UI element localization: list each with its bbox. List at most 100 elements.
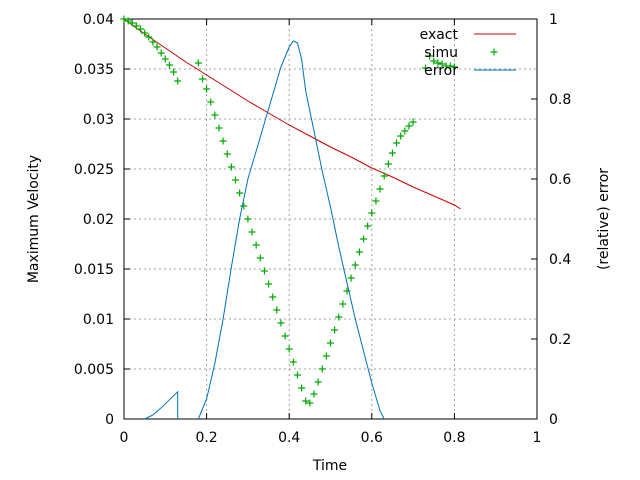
y-tick-label: 0.02 bbox=[83, 212, 114, 228]
data-point-simu bbox=[265, 280, 273, 288]
series-simu bbox=[120, 15, 458, 407]
line-error bbox=[197, 40, 385, 420]
data-point-simu bbox=[194, 59, 202, 67]
data-point-simu bbox=[421, 64, 429, 72]
data-point-simu bbox=[364, 222, 372, 230]
y-tick-label: 0.005 bbox=[74, 362, 114, 378]
data-point-simu bbox=[157, 49, 165, 57]
data-point-simu bbox=[327, 339, 334, 347]
data-point-simu bbox=[310, 390, 318, 398]
data-point-simu bbox=[161, 55, 169, 63]
data-point-simu bbox=[347, 274, 355, 282]
y-tick-label: 0 bbox=[105, 412, 114, 428]
y2-tick-label: 0.2 bbox=[549, 332, 571, 348]
x-tick-label: 1 bbox=[533, 430, 542, 446]
data-point-simu bbox=[153, 43, 161, 51]
data-point-simu bbox=[360, 235, 368, 243]
data-point-simu bbox=[281, 332, 289, 340]
x-tick-label: 0 bbox=[120, 430, 129, 446]
ticks: 0 0.2 0.4 0.6 0.8 100.0050.010.0150.020.0250.… bbox=[74, 12, 571, 446]
data-point-simu bbox=[137, 25, 145, 33]
data-point-simu bbox=[236, 189, 244, 197]
y-tick-label: 0.01 bbox=[83, 312, 114, 328]
y-tick-label: 0.04 bbox=[83, 12, 114, 28]
data-point-simu bbox=[285, 345, 293, 353]
x-tick-label: 0.8 bbox=[443, 430, 465, 446]
y-tick-label: 0.035 bbox=[74, 62, 114, 78]
series bbox=[120, 15, 461, 420]
y2-tick-label: 0.8 bbox=[549, 92, 571, 108]
data-point-simu bbox=[434, 59, 442, 67]
data-point-simu bbox=[223, 150, 231, 158]
data-point-simu bbox=[302, 397, 310, 405]
data-point-simu bbox=[232, 176, 240, 184]
data-point-simu bbox=[409, 118, 417, 126]
data-point-simu bbox=[240, 202, 248, 210]
data-point-simu bbox=[215, 124, 223, 132]
data-point-simu bbox=[388, 149, 396, 157]
y2-tick-label: 1 bbox=[549, 12, 558, 28]
data-point-simu bbox=[331, 326, 339, 334]
data-point-simu bbox=[260, 267, 268, 275]
data-point-simu bbox=[269, 293, 277, 301]
x-tick-label: 0.2 bbox=[195, 430, 217, 446]
data-point-simu bbox=[318, 365, 326, 373]
data-point-simu bbox=[289, 358, 297, 366]
grid bbox=[124, 19, 537, 419]
data-point-simu bbox=[306, 399, 314, 407]
data-point-simu bbox=[380, 172, 388, 180]
data-point-simu bbox=[339, 300, 347, 308]
data-point-simu bbox=[124, 17, 132, 25]
data-point-simu bbox=[219, 137, 227, 145]
data-point-simu bbox=[141, 29, 149, 37]
y-axis-title: Maximum Velocity bbox=[26, 155, 42, 283]
data-point-simu bbox=[446, 62, 454, 70]
line-error bbox=[144, 390, 179, 420]
data-point-simu bbox=[207, 98, 215, 106]
y-tick-label: 0.015 bbox=[74, 262, 114, 278]
data-point-simu bbox=[174, 77, 182, 85]
series-error bbox=[144, 40, 385, 420]
data-point-simu bbox=[401, 127, 409, 135]
data-point-simu bbox=[165, 61, 173, 69]
data-point-simu bbox=[248, 228, 256, 236]
data-point-simu bbox=[426, 52, 434, 60]
data-point-simu bbox=[351, 261, 359, 269]
data-point-simu bbox=[227, 163, 235, 171]
line-exact bbox=[123, 18, 461, 210]
legend-label-exact: exact bbox=[420, 27, 459, 43]
data-point-simu bbox=[132, 22, 140, 30]
y2-tick-label: 0.6 bbox=[549, 172, 571, 188]
data-point-simu bbox=[203, 85, 211, 93]
data-point-simu bbox=[372, 197, 380, 205]
data-point-simu bbox=[298, 384, 306, 392]
data-point-simu bbox=[120, 15, 128, 23]
data-point-simu bbox=[322, 352, 330, 360]
y2-axis-title: (relative) error bbox=[596, 168, 612, 270]
data-point-simu bbox=[277, 319, 285, 327]
data-point-simu bbox=[376, 185, 384, 193]
legend-label-simu: simu bbox=[424, 45, 458, 61]
data-point-simu bbox=[244, 215, 252, 223]
y-tick-label: 0.025 bbox=[74, 162, 114, 178]
data-point-simu bbox=[355, 248, 363, 256]
series-exact bbox=[123, 18, 461, 210]
data-point-simu bbox=[252, 241, 260, 249]
data-point-simu bbox=[314, 378, 322, 386]
data-point-simu bbox=[273, 306, 281, 314]
x-tick-label: 0.4 bbox=[278, 430, 300, 446]
data-point-simu bbox=[198, 75, 206, 83]
data-point-simu bbox=[170, 68, 178, 76]
data-point-simu bbox=[335, 313, 343, 321]
data-point-simu bbox=[211, 111, 219, 119]
data-point-simu bbox=[430, 57, 438, 65]
y2-tick-label: 0.4 bbox=[549, 252, 571, 268]
data-point-simu bbox=[368, 209, 376, 217]
data-point-simu bbox=[405, 122, 413, 130]
y2-tick-label: 0 bbox=[549, 412, 558, 428]
data-point-simu bbox=[256, 254, 264, 262]
data-point-simu bbox=[397, 132, 405, 140]
data-point-simu bbox=[384, 160, 392, 168]
x-tick-label: 0.6 bbox=[361, 430, 383, 446]
